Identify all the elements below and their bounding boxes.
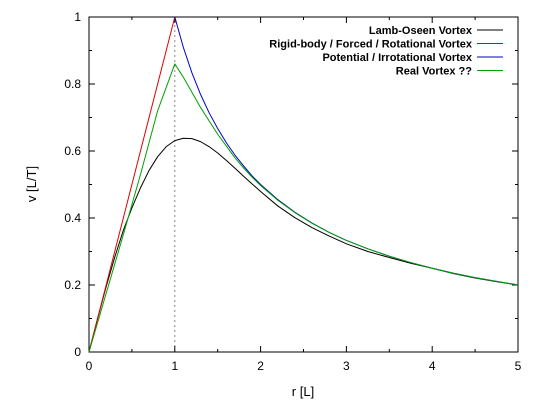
series-lines [88,16,519,353]
axis-ticks [88,16,519,353]
y-tick-label: 0.4 [64,211,81,225]
legend-label: Potential / Irrotational Vortex [322,52,472,64]
y-tick-label: 1 [74,10,81,24]
x-tick-label: 0 [86,359,93,373]
series-line-4 [88,63,519,353]
legend-label: Rigid-body / Forced / Rotational Vortex [269,39,473,51]
y-tick-label: 0.6 [64,144,81,158]
y-tick-label: 0 [74,345,81,359]
x-tick-label: 4 [429,359,436,373]
y-tick-label: 0.8 [64,77,81,91]
series-line-2 [88,16,176,353]
x-axis-title: r [L] [292,384,314,399]
legend-label: Real Vortex ?? [396,66,472,78]
x-tick-label: 1 [171,359,178,373]
legend-label: Lamb-Oseen Vortex [369,25,473,37]
x-tick-label: 5 [515,359,522,373]
axis-tick-labels: 0 1 2 3 4 5 0 0.2 0.4 0.6 0.8 1 [64,10,521,373]
y-tick-label: 0.2 [64,278,81,292]
x-tick-label: 2 [257,359,264,373]
series-line-1 [88,137,519,353]
x-tick-label: 3 [343,359,350,373]
y-axis-title: v [L/T] [24,166,39,202]
legend: Lamb-Oseen Vortex Rigid-body / Forced / R… [269,25,503,78]
